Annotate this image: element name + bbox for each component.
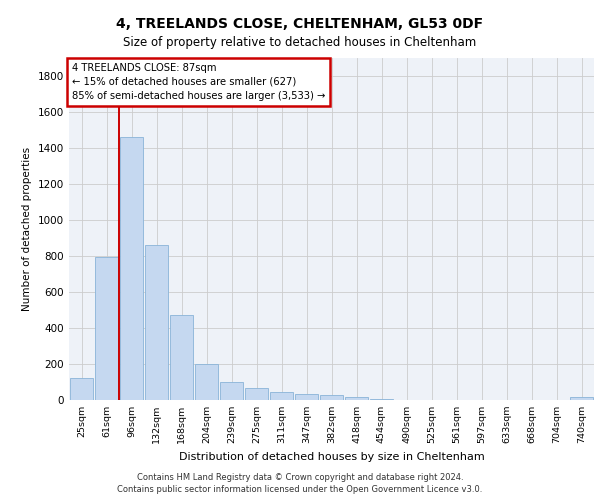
- Bar: [95, 256, 118, 400]
- Bar: [570, 398, 593, 400]
- X-axis label: Distribution of detached houses by size in Cheltenham: Distribution of detached houses by size …: [179, 452, 484, 462]
- Bar: [70, 378, 93, 400]
- Bar: [345, 398, 368, 400]
- Text: Contains HM Land Registry data © Crown copyright and database right 2024.
Contai: Contains HM Land Registry data © Crown c…: [118, 472, 482, 494]
- Y-axis label: Number of detached properties: Number of detached properties: [22, 146, 32, 311]
- Bar: [270, 392, 293, 400]
- Bar: [145, 245, 168, 400]
- Bar: [220, 382, 243, 400]
- Text: Size of property relative to detached houses in Cheltenham: Size of property relative to detached ho…: [124, 36, 476, 49]
- Bar: [320, 394, 343, 400]
- Text: 4, TREELANDS CLOSE, CHELTENHAM, GL53 0DF: 4, TREELANDS CLOSE, CHELTENHAM, GL53 0DF: [116, 18, 484, 32]
- Bar: [120, 137, 143, 400]
- Bar: [295, 394, 318, 400]
- Bar: [195, 364, 218, 400]
- Bar: [370, 399, 393, 400]
- Bar: [170, 316, 193, 400]
- Bar: [245, 388, 268, 400]
- Text: 4 TREELANDS CLOSE: 87sqm
← 15% of detached houses are smaller (627)
85% of semi-: 4 TREELANDS CLOSE: 87sqm ← 15% of detach…: [71, 62, 325, 100]
